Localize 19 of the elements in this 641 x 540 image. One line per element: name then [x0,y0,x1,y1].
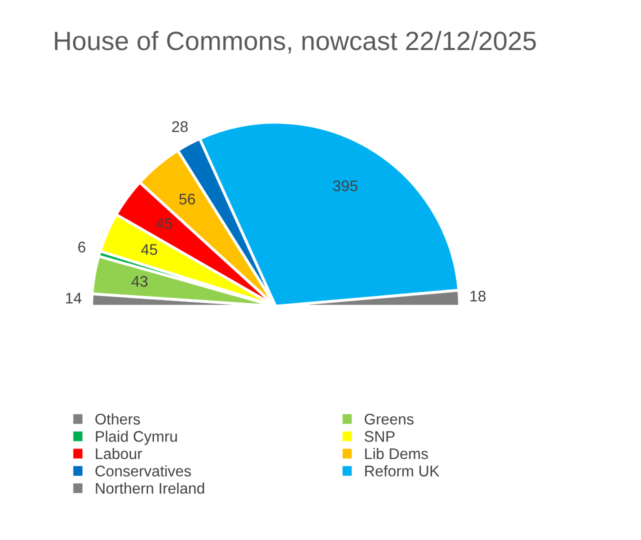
legend-label: Lib Dems [365,448,428,460]
legend-label: Greens [364,414,414,425]
data-label: 45 [141,244,158,255]
legend-label: SNP [364,431,395,442]
data-label: 395 [333,180,358,192]
legend-label: Plaid Cymru [96,430,177,445]
legend-label: Labour [96,448,142,460]
data-label: 56 [179,194,196,204]
data-label: 18 [470,290,486,302]
legend-label: Reform UK [365,465,440,476]
legend-label: Others [95,413,140,425]
data-label: 45 [156,218,172,229]
data-label: 6 [78,242,86,252]
chart-title: House of Commons, nowcast 22/12/2025 [55,30,536,54]
legend-label: Northern Ireland [96,482,204,494]
data-label: 14 [66,292,82,304]
data-label: 28 [172,121,188,132]
data-label: 43 [132,276,148,287]
legend-label: Conservatives [95,465,191,476]
